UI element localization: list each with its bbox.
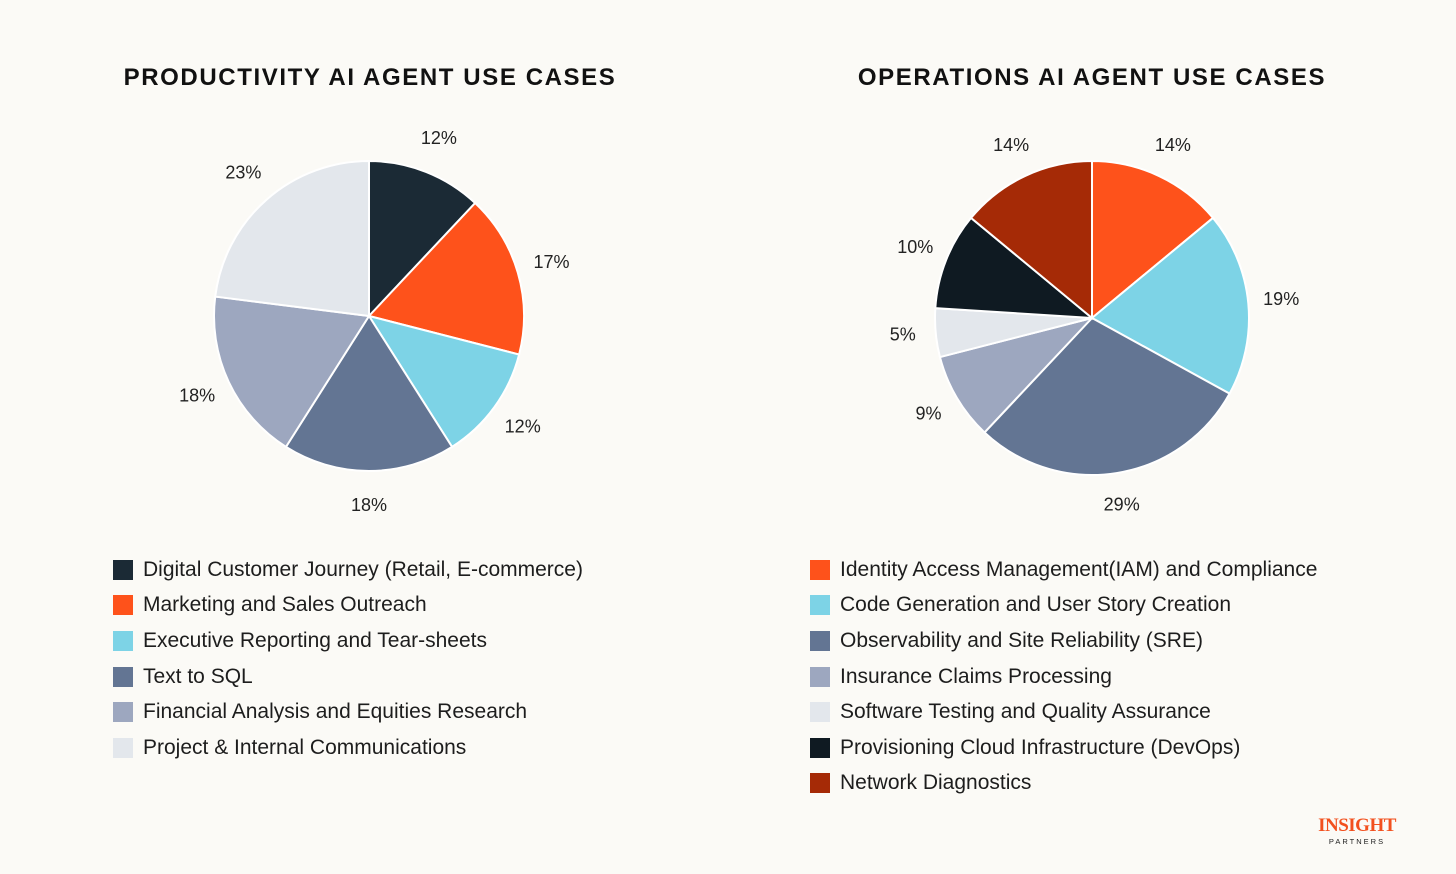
legend-label: Network Diagnostics — [840, 771, 1032, 795]
legend-label: Software Testing and Quality Assurance — [840, 700, 1211, 724]
slice-percent-label: 14% — [1155, 135, 1191, 155]
slice-percent-label: 12% — [421, 128, 457, 148]
operations-pie-chart: 14% 19% 29% 9% 5% 10% 14% — [890, 135, 1299, 515]
legend-swatch — [113, 702, 133, 723]
legend-swatch — [810, 702, 830, 723]
legend-label: Project & Internal Communications — [143, 735, 467, 759]
operations-legend: Identity Access Management(IAM) and Comp… — [810, 552, 1317, 801]
legend-item: Text to SQL — [113, 659, 583, 695]
legend-item: Executive Reporting and Tear-sheets — [113, 623, 583, 659]
legend-swatch — [113, 737, 133, 758]
pie-slice — [366, 314, 521, 449]
legend-item: Digital Customer Journey (Retail, E-comm… — [113, 552, 583, 588]
chart-title: OPERATIONS AI AGENT USE CASES — [857, 64, 1327, 91]
legend-swatch — [113, 666, 133, 687]
legend-item: Project & Internal Communications — [113, 730, 583, 766]
productivity-chart-panel: PRODUCTIVITY AI AGENT USE CASES 12% 17% 12… — [113, 64, 617, 766]
legend-item: Provisioning Cloud Infrastructure (DevOp… — [810, 730, 1317, 766]
slice-percent-label: 23% — [225, 162, 261, 182]
logo-wordmark: INSIGHT — [1318, 815, 1396, 836]
slice-percent-label: 5% — [890, 325, 916, 345]
legend-swatch — [113, 595, 133, 616]
slice-percent-label: 12% — [505, 416, 541, 436]
legend-item: Code Generation and User Story Creation — [810, 588, 1317, 624]
legend-label: Observability and Site Reliability (SRE) — [840, 628, 1203, 652]
pie-slice — [213, 295, 371, 449]
pie-slice — [938, 316, 1096, 434]
pie-slice — [367, 201, 525, 356]
pie-slice — [368, 159, 477, 319]
legend-label: Marketing and Sales Outreach — [143, 593, 427, 617]
chart-title: PRODUCTIVITY AI AGENT USE CASES — [123, 64, 617, 91]
legend-swatch — [810, 595, 830, 616]
productivity-pie-chart: 12% 17% 12% 18% 18% 23% — [179, 128, 569, 515]
legend-label: Text to SQL — [143, 664, 253, 688]
legend-swatch — [810, 773, 830, 794]
legend-label: Identity Access Management(IAM) and Comp… — [840, 557, 1318, 581]
slice-percent-label: 29% — [1104, 494, 1140, 514]
insight-partners-logo: INSIGHT PARTNERS — [1316, 816, 1398, 847]
legend-item: Network Diagnostics — [810, 766, 1317, 802]
pie-slice — [969, 159, 1093, 321]
legend-label: Financial Analysis and Equities Research — [143, 700, 528, 724]
pie-slice — [284, 314, 454, 472]
slice-percent-label: 18% — [179, 386, 215, 406]
slice-percent-label: 19% — [1263, 289, 1299, 309]
legend-swatch — [113, 630, 133, 651]
legend-item: Insurance Claims Processing — [810, 659, 1317, 695]
legend-item: Marketing and Sales Outreach — [113, 588, 583, 624]
slice-percent-label: 18% — [351, 495, 387, 515]
pie-slice — [983, 316, 1231, 476]
legend-label: Provisioning Cloud Infrastructure (DevOp… — [840, 735, 1241, 759]
legend-swatch — [810, 666, 830, 687]
legend-label: Executive Reporting and Tear-sheets — [143, 628, 487, 652]
operations-chart-panel: OPERATIONS AI AGENT USE CASES 14% 19% 29% 9… — [728, 0, 1456, 874]
legend-swatch — [113, 559, 133, 580]
pie-slice — [1091, 159, 1215, 321]
legend-swatch — [810, 737, 830, 758]
logo-subtext: PARTNERS — [1328, 837, 1386, 846]
pie-slice — [214, 159, 370, 318]
slice-percent-label: 14% — [993, 135, 1029, 155]
pie-slice — [1090, 216, 1250, 395]
legend-item: Identity Access Management(IAM) and Comp… — [810, 552, 1317, 588]
legend-item: Financial Analysis and Equities Research — [113, 694, 583, 730]
slice-percent-label: 10% — [897, 237, 933, 257]
slice-percent-label: 9% — [915, 403, 941, 423]
legend-label: Code Generation and User Story Creation — [840, 593, 1232, 617]
pie-slice — [934, 216, 1096, 320]
productivity-legend: Digital Customer Journey (Retail, E-comm… — [113, 552, 583, 766]
slice-percent-label: 17% — [533, 252, 569, 272]
legend-swatch — [810, 559, 830, 580]
legend-item: Observability and Site Reliability (SRE) — [810, 623, 1317, 659]
legend-label: Insurance Claims Processing — [840, 664, 1112, 688]
legend-swatch — [810, 630, 830, 651]
legend-item: Software Testing and Quality Assurance — [810, 694, 1317, 730]
legend-label: Digital Customer Journey (Retail, E-comm… — [143, 557, 583, 581]
